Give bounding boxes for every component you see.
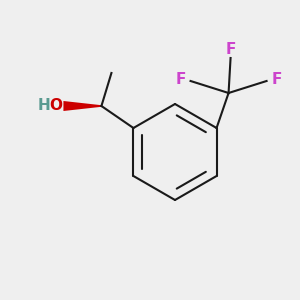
Text: F: F [176, 71, 186, 86]
Text: O: O [49, 98, 62, 112]
Text: F: F [272, 71, 282, 86]
Text: F: F [225, 41, 236, 56]
Polygon shape [63, 101, 101, 111]
Text: H: H [38, 98, 51, 112]
